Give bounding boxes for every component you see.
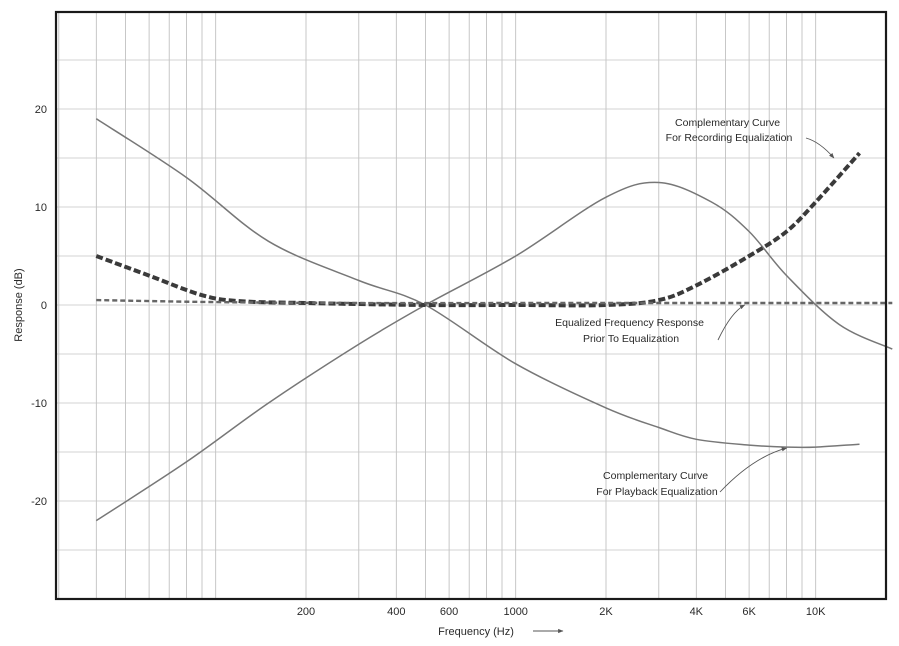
x-tick-label: 600 bbox=[440, 606, 458, 618]
annotation-equalized-line-2: Prior To Equalization bbox=[583, 333, 679, 345]
annotation-playback: Complementary Curve For Playback Equaliz… bbox=[596, 447, 788, 498]
series-line-4 bbox=[96, 298, 893, 305]
svg-text:Complementary Curve For: Complementary Curve For Playback Equaliz… bbox=[596, 470, 718, 498]
x-tick-label: 200 bbox=[297, 606, 315, 618]
annotation-recording-line-1: Complementary Curve bbox=[675, 117, 780, 129]
series-line-3 bbox=[95, 151, 861, 308]
y-tick-label: 20 bbox=[35, 104, 47, 116]
annotation-playback-line-2: For Playback Equalization bbox=[596, 486, 718, 498]
x-tick-label: 2K bbox=[599, 606, 613, 618]
annotation-recording: Complementary Curve For Recording Equali… bbox=[666, 117, 835, 159]
x-tick-label: 1000 bbox=[503, 606, 527, 618]
tick-labels: 200 400 600 1000 2K 4K 6K 10K 20 10 0 -10 -20 bbox=[31, 104, 826, 618]
series-line-1 bbox=[95, 181, 893, 522]
x-tick-label: 400 bbox=[387, 606, 405, 618]
annotation-recording-leader bbox=[805, 137, 835, 159]
svg-text:Equalized Frequency Response: Equalized Frequency Response Prior To Eq… bbox=[555, 317, 707, 345]
annotation-recording-line-2: For Recording Equalization bbox=[666, 132, 793, 144]
annotation-equalized: Equalized Frequency Response Prior To Eq… bbox=[555, 304, 746, 345]
x-tick-label: 6K bbox=[742, 606, 756, 618]
x-tick-label: 4K bbox=[690, 606, 704, 618]
x-tick-label: 10K bbox=[806, 606, 826, 618]
y-tick-label: 0 bbox=[41, 300, 47, 312]
x-axis-label: Frequency (Hz) bbox=[438, 626, 514, 638]
series-line-2 bbox=[95, 118, 860, 449]
y-axis-label: Response (dB) bbox=[13, 268, 25, 341]
y-tick-label: 10 bbox=[35, 202, 47, 214]
y-tick-label: -20 bbox=[31, 496, 47, 508]
annotation-playback-line-1: Complementary Curve bbox=[603, 470, 708, 482]
annotation-equalized-line-1: Equalized Frequency Response bbox=[555, 317, 704, 329]
svg-text:Complementary Curve For: Complementary Curve For Recording Equali… bbox=[666, 117, 793, 144]
annotation-equalized-leader bbox=[717, 304, 746, 341]
y-tick-label: -10 bbox=[31, 398, 47, 410]
series-layer bbox=[95, 118, 893, 522]
annotation-playback-leader bbox=[719, 447, 788, 493]
plot-frame bbox=[54, 10, 888, 601]
